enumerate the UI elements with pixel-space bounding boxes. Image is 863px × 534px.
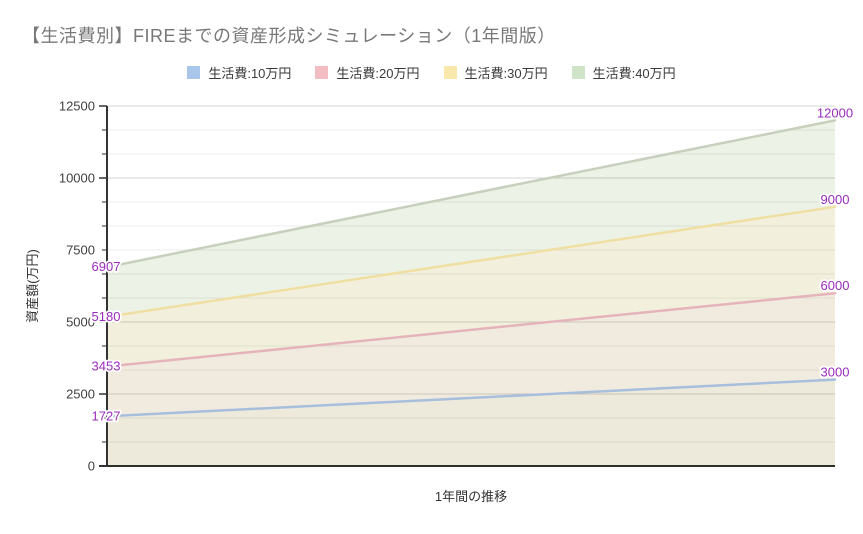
annotation-right: 12000 <box>817 105 853 120</box>
x-axis-title: 1年間の推移 <box>435 489 507 504</box>
y-tick-label: 10000 <box>59 171 95 186</box>
legend-item-1: 生活費:10万円 <box>187 63 291 82</box>
area-band-3 <box>107 206 835 367</box>
legend-item-3: 生活費:30万円 <box>443 63 548 82</box>
y-axis-title: 資産額(万円) <box>25 249 40 323</box>
legend-label: 生活費:20万円 <box>336 66 420 81</box>
annotation-right: 3000 <box>821 365 850 380</box>
legend-item-2: 生活費:20万円 <box>315 63 420 82</box>
legend: 生活費:10万円 生活費:20万円 生活費:30万円 生活費:40万円 <box>0 63 863 82</box>
y-tick-label: 0 <box>88 459 95 474</box>
annotation-left: 3453 <box>92 359 121 374</box>
series-line-4[interactable] <box>105 119 837 269</box>
annotation-left: 1727 <box>92 408 121 423</box>
annotation-right: 9000 <box>821 192 850 207</box>
series-line-1[interactable] <box>105 378 837 418</box>
annotation-left: 6907 <box>92 259 121 274</box>
legend-swatch <box>571 66 585 79</box>
area-band-1 <box>107 379 835 466</box>
y-tick-label: 2500 <box>66 387 95 402</box>
series-line-2[interactable] <box>105 291 837 368</box>
legend-swatch <box>187 66 201 79</box>
series-line-3[interactable] <box>105 205 837 319</box>
y-tick-label: 7500 <box>66 243 95 258</box>
area-band-2 <box>107 293 835 417</box>
legend-label: 生活費:40万円 <box>592 66 676 81</box>
annotation-right: 6000 <box>821 278 850 293</box>
legend-swatch <box>443 66 457 79</box>
legend-label: 生活費:10万円 <box>208 66 292 81</box>
chart-title: 【生活費別】FIREまでの資産形成シミュレーション（1年間版） <box>22 26 556 46</box>
legend-label: 生活費:30万円 <box>464 66 548 81</box>
area-band-4 <box>107 120 835 317</box>
annotation-left: 5180 <box>92 309 121 324</box>
y-tick-label: 5000 <box>66 315 95 330</box>
legend-item-4: 生活費:40万円 <box>571 63 676 82</box>
plot-area[interactable]: 12500 10000 7500 5000 2500 0 資産額(万円) 1年間の推移 1727… <box>0 74 863 534</box>
y-tick-label: 12500 <box>59 99 95 114</box>
legend-swatch <box>315 66 329 79</box>
